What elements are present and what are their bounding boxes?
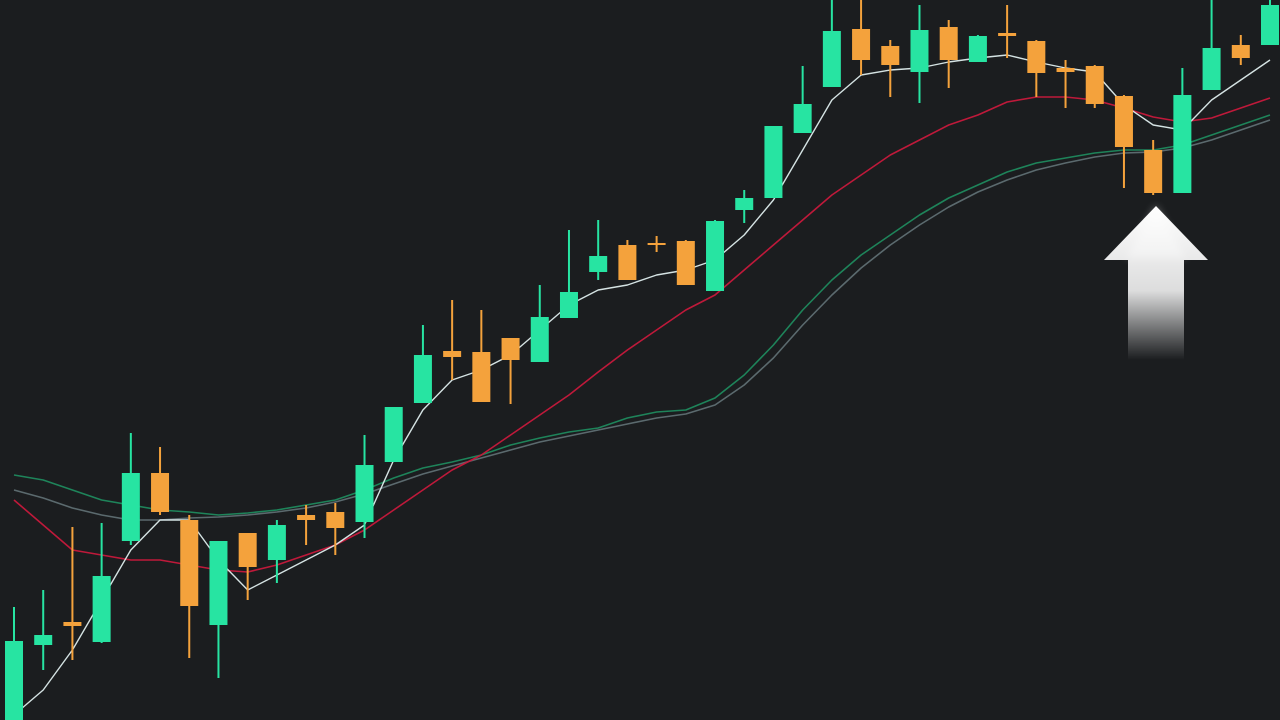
candle-body xyxy=(939,27,958,60)
candle-body xyxy=(589,256,608,272)
candle-body xyxy=(852,29,871,60)
candle-body xyxy=(618,245,637,280)
candle-body xyxy=(822,31,841,87)
candle-body xyxy=(998,33,1017,36)
candle-body xyxy=(1231,45,1250,58)
candle-body xyxy=(1261,5,1279,45)
candle-body xyxy=(1027,41,1046,73)
candle-body xyxy=(180,520,199,606)
candle-body xyxy=(647,243,666,245)
up-arrow xyxy=(1104,205,1208,360)
candle-body xyxy=(34,635,53,645)
candle-body xyxy=(413,355,432,403)
candle-body xyxy=(384,407,403,462)
candle-body xyxy=(501,338,520,360)
candle-body xyxy=(443,351,462,357)
candle-body xyxy=(910,30,929,72)
candle-body xyxy=(472,352,491,402)
candles xyxy=(5,0,1279,720)
candle-body xyxy=(355,465,374,522)
candle-body xyxy=(1056,68,1075,72)
candle-body xyxy=(238,533,257,567)
candle-body xyxy=(1144,150,1163,193)
candle-body xyxy=(209,541,228,625)
candle-body xyxy=(92,576,111,642)
candle-body xyxy=(764,126,783,198)
candle-body xyxy=(881,46,900,65)
candle-body xyxy=(326,512,345,528)
candle-body xyxy=(1173,95,1192,193)
candle-body xyxy=(1202,48,1221,90)
candle-body xyxy=(793,104,812,133)
candle-body xyxy=(968,36,987,62)
moving-average-line xyxy=(13,114,1271,516)
moving-average-line xyxy=(13,119,1271,521)
candle-body xyxy=(151,473,170,512)
candle-body xyxy=(735,198,754,210)
candle-body xyxy=(267,525,286,560)
candle-body xyxy=(530,317,549,362)
candle-body xyxy=(121,473,140,541)
candle-body xyxy=(706,221,725,291)
candle-body xyxy=(1085,66,1104,104)
candle-body xyxy=(676,241,695,285)
candle-body xyxy=(1114,96,1133,147)
candle-body xyxy=(559,292,578,318)
candle-body xyxy=(5,641,23,720)
candle-body xyxy=(63,622,82,626)
candle-body xyxy=(297,515,316,520)
